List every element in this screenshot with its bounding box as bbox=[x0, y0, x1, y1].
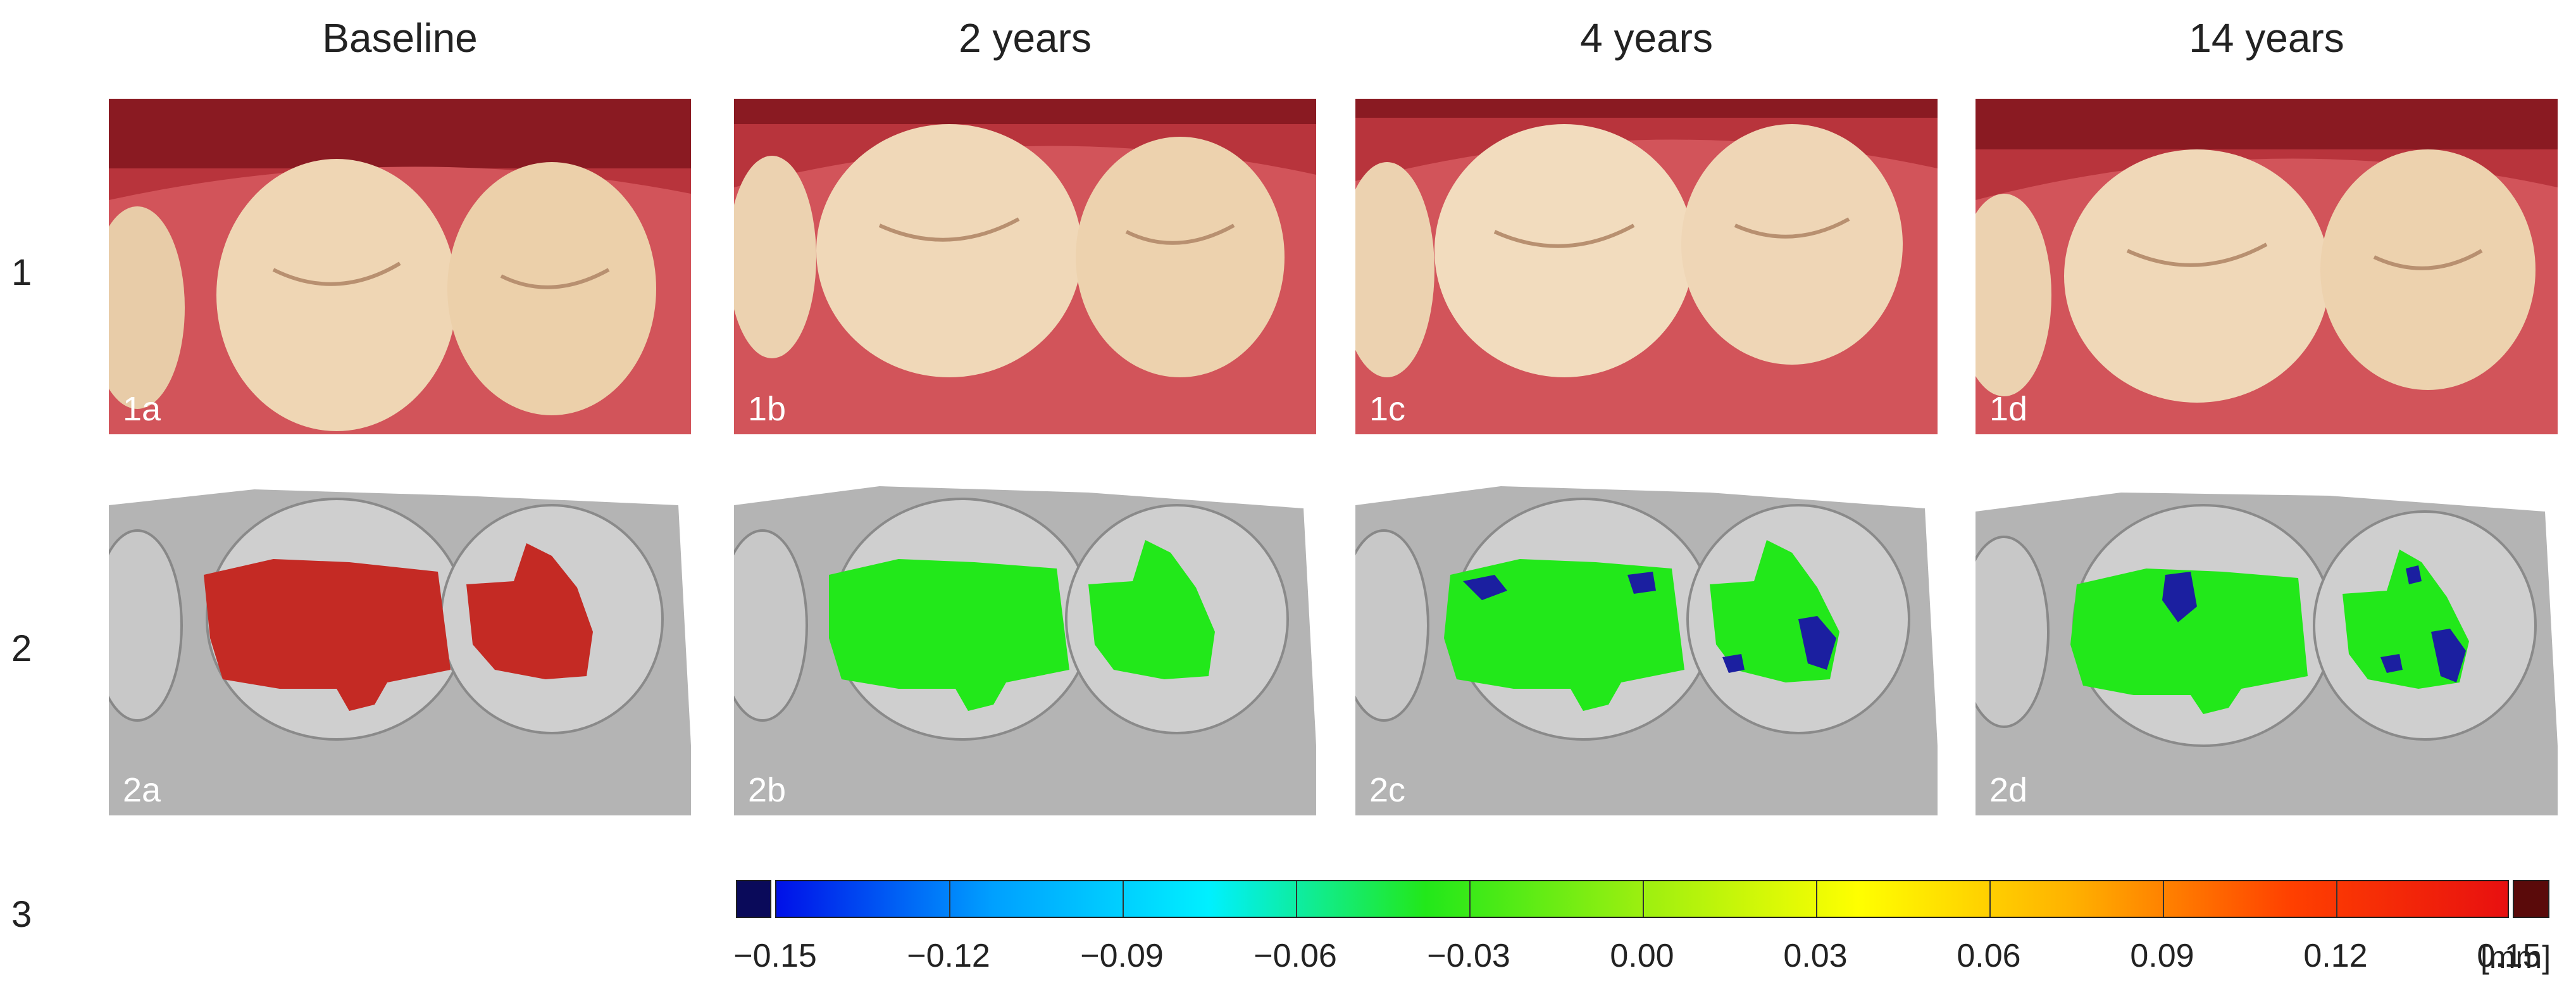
column-header-4-years: 4 years bbox=[1580, 15, 1713, 61]
colorbar-tick-label: −0.09 bbox=[1080, 938, 1164, 974]
panel-label: 2d bbox=[1989, 771, 2028, 809]
photo-panel-1a: 1a bbox=[109, 99, 691, 434]
colorbar-underflow-swatch bbox=[736, 880, 771, 918]
panel-label: 1b bbox=[748, 390, 787, 428]
colorbar-divider bbox=[1816, 881, 1817, 917]
colorbar-tick-label: −0.06 bbox=[1254, 938, 1337, 974]
colorbar-tick-label: −0.03 bbox=[1427, 938, 1510, 974]
panel-label: 1a bbox=[123, 390, 161, 428]
scan-panel-2b: 2b bbox=[734, 480, 1316, 815]
colorbar-divider bbox=[1643, 881, 1644, 917]
colorbar-tick-label: −0.15 bbox=[733, 938, 817, 974]
deviation-color-scale bbox=[736, 880, 2549, 918]
panel-label: 1c bbox=[1369, 390, 1406, 428]
row-label-2: 2 bbox=[11, 628, 32, 669]
scan-panel-2a: 2a bbox=[109, 480, 691, 815]
panel-label: 2b bbox=[748, 771, 787, 809]
row-label-3: 3 bbox=[11, 894, 32, 935]
tooth-photo-14-years bbox=[1976, 99, 2558, 434]
panel-label: 2c bbox=[1369, 771, 1406, 809]
deviation-map-baseline bbox=[109, 489, 691, 815]
photo-panel-1d: 1d bbox=[1976, 99, 2558, 434]
colorbar-tick-label: 0.15 bbox=[2477, 938, 2541, 974]
deviation-map-14-years bbox=[1976, 493, 2558, 815]
colorbar-divider bbox=[2163, 881, 2164, 917]
colorbar-overflow-swatch bbox=[2513, 880, 2549, 918]
colorbar-divider bbox=[1296, 881, 1297, 917]
colorbar-tick-label: 0.03 bbox=[1783, 938, 1848, 974]
deviation-map-2-years bbox=[734, 486, 1316, 815]
photo-panel-1c: 1c bbox=[1355, 99, 1938, 434]
colorbar-gradient bbox=[775, 880, 2509, 918]
colorbar-unit-label: [mm] bbox=[2480, 939, 2551, 975]
colorbar-tick-label: 0.06 bbox=[1957, 938, 2021, 974]
column-header-2-years: 2 years bbox=[959, 15, 1092, 61]
deviation-map-4-years bbox=[1355, 486, 1938, 815]
scan-panel-2d: 2d bbox=[1976, 480, 2558, 815]
tooth-photo-baseline bbox=[109, 99, 691, 434]
column-header-14-years: 14 years bbox=[2189, 15, 2344, 61]
colorbar-tick-label: 0.12 bbox=[2303, 938, 2368, 974]
colorbar-divider bbox=[1989, 881, 1991, 917]
colorbar-tick-label: −0.12 bbox=[907, 938, 990, 974]
colorbar-divider bbox=[1469, 881, 1471, 917]
column-header-baseline: Baseline bbox=[322, 15, 478, 61]
row-label-1: 1 bbox=[11, 252, 32, 293]
panel-label: 2a bbox=[123, 771, 161, 809]
colorbar-divider bbox=[1123, 881, 1124, 917]
colorbar-tick-label: 0.00 bbox=[1610, 938, 1674, 974]
photo-panel-1b: 1b bbox=[734, 99, 1316, 434]
scan-panel-2c: 2c bbox=[1355, 480, 1938, 815]
colorbar-tick-label: 0.09 bbox=[2130, 938, 2194, 974]
colorbar-divider bbox=[949, 881, 950, 917]
colorbar-divider bbox=[2336, 881, 2337, 917]
tooth-photo-2-years bbox=[734, 99, 1316, 434]
tooth-photo-4-years bbox=[1355, 99, 1938, 434]
panel-label: 1d bbox=[1989, 390, 2028, 428]
